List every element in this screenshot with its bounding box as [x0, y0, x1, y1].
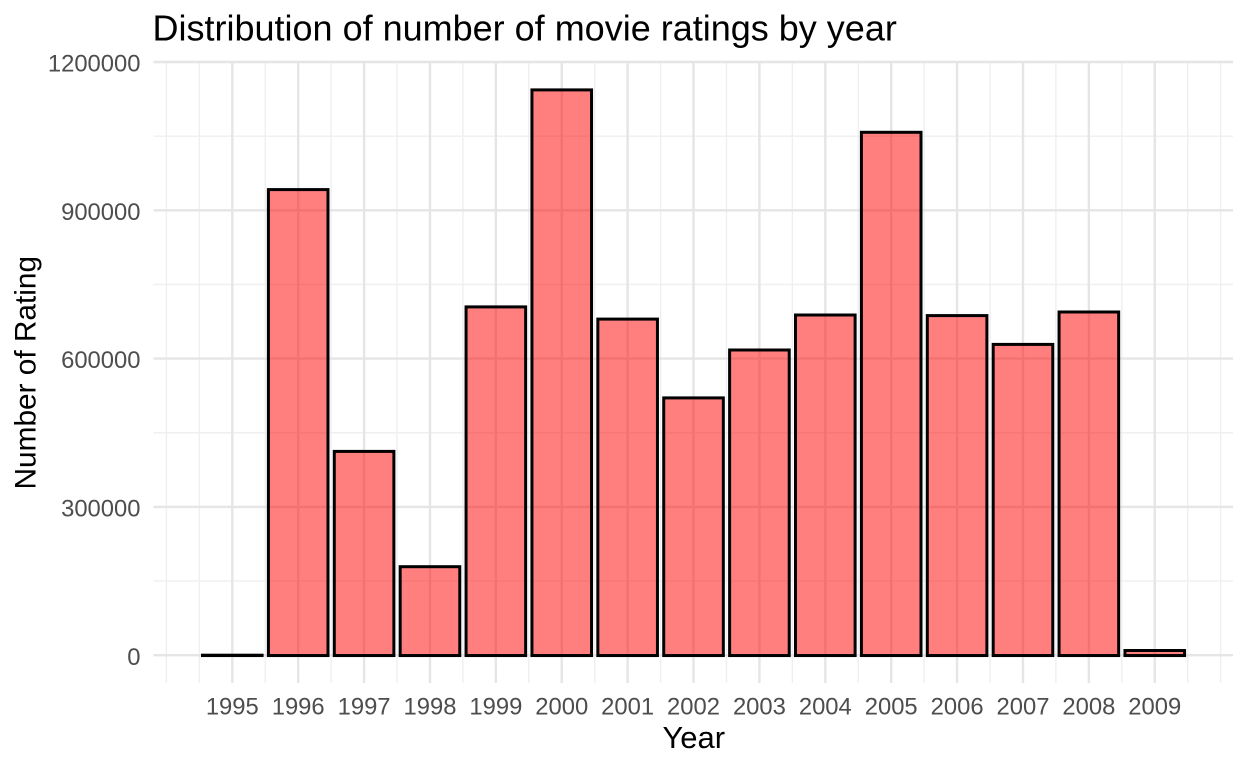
svg-text:1999: 1999	[469, 693, 522, 720]
svg-text:0: 0	[127, 644, 140, 671]
svg-text:2001: 2001	[601, 693, 654, 720]
svg-text:900000: 900000	[61, 199, 140, 226]
svg-text:600000: 600000	[61, 347, 140, 374]
svg-text:1200000: 1200000	[48, 51, 141, 78]
svg-text:1995: 1995	[206, 693, 259, 720]
svg-text:Year: Year	[662, 720, 725, 755]
svg-text:300000: 300000	[61, 496, 140, 523]
svg-text:2003: 2003	[733, 693, 786, 720]
svg-text:Number of Rating: Number of Rating	[10, 256, 43, 490]
svg-text:2000: 2000	[535, 693, 588, 720]
svg-text:2006: 2006	[931, 693, 984, 720]
svg-text:2007: 2007	[997, 693, 1050, 720]
svg-text:1996: 1996	[272, 693, 325, 720]
svg-text:2005: 2005	[865, 693, 918, 720]
svg-text:2004: 2004	[799, 693, 852, 720]
svg-text:1997: 1997	[338, 693, 391, 720]
svg-text:Distribution of number of movi: Distribution of number of movie ratings …	[153, 8, 897, 49]
svg-text:2009: 2009	[1128, 693, 1181, 720]
svg-text:1998: 1998	[403, 693, 456, 720]
svg-text:2002: 2002	[667, 693, 720, 720]
svg-text:2008: 2008	[1062, 693, 1115, 720]
